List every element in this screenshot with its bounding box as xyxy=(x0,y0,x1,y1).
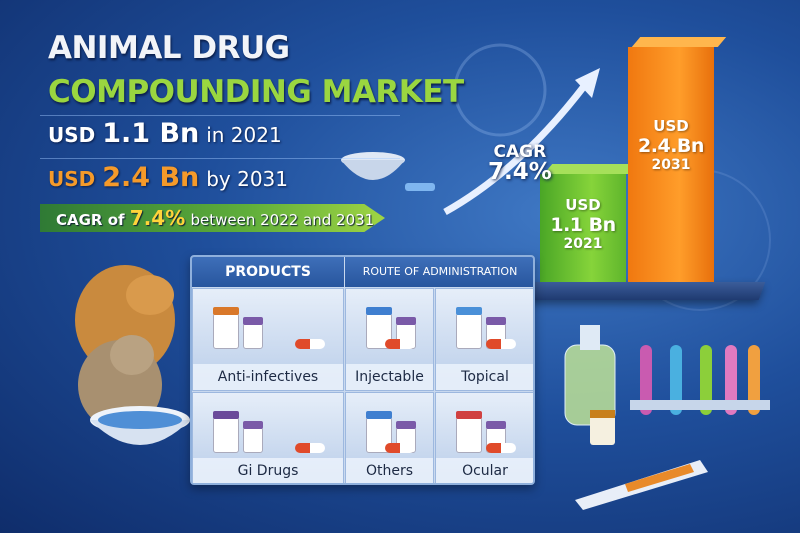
segment-label: Ocular xyxy=(436,458,533,483)
cagr-value: 7.4% xyxy=(129,206,186,230)
segment-topical[interactable]: Topical xyxy=(435,288,533,391)
arrow-head-icon xyxy=(575,68,600,98)
stat-prefix: USD xyxy=(48,123,96,147)
bar-label-value: 1.1 Bn xyxy=(550,214,616,237)
chart-cagr: CAGR 7.4% xyxy=(488,144,552,184)
bar-label-currency: USD xyxy=(653,117,689,135)
vial-icon xyxy=(590,415,615,445)
stat-2021: USD 1.1 Bn in 2021 xyxy=(48,118,282,149)
route-header: ROUTE OF ADMINISTRATION xyxy=(345,257,533,287)
medicine-illustration xyxy=(346,293,433,362)
stat-value: 1.1 Bn xyxy=(102,118,200,149)
cagr-banner: CAGR of 7.4% between 2022 and 2031 xyxy=(40,204,385,232)
segment-gi-drugs[interactable]: Gi Drugs xyxy=(192,392,344,483)
segment-injectable[interactable]: Injectable xyxy=(345,288,434,391)
medicine-illustration xyxy=(193,293,343,362)
stat-value: 2.4 Bn xyxy=(102,162,200,193)
products-header: PRODUCTS xyxy=(192,257,344,287)
bar-2021: USD 1.1 Bn 2021 xyxy=(540,164,639,282)
cagr-prefix: CAGR of xyxy=(56,211,125,229)
bar-label-year: 2021 xyxy=(563,236,603,253)
growth-arrow xyxy=(443,82,588,216)
title-line-1: ANIMAL DRUG xyxy=(48,30,290,66)
stat-suffix: by 2031 xyxy=(206,167,289,191)
segment-label: Anti-infectives xyxy=(193,364,343,390)
bar-label-currency: USD xyxy=(565,196,601,215)
stat-2031: USD 2.4 Bn by 2031 xyxy=(48,162,288,193)
bar-label-value: 2.4.Bn xyxy=(638,135,704,157)
medicine-illustration xyxy=(436,397,533,456)
bar-label-year: 2031 xyxy=(651,157,691,173)
segment-label: Topical xyxy=(436,364,533,390)
medicine-illustration xyxy=(346,397,433,456)
segment-others[interactable]: Others xyxy=(345,392,434,483)
cagr-suffix: between 2022 and 2031 xyxy=(190,211,375,229)
stat-suffix: in 2021 xyxy=(206,123,282,147)
chart-platform xyxy=(526,282,766,300)
medicine-illustration xyxy=(193,397,343,456)
segment-ocular[interactable]: Ocular xyxy=(435,392,533,483)
bar-2031: USD 2.4.Bn 2031 xyxy=(628,37,727,282)
stat-prefix: USD xyxy=(48,167,96,191)
title-line-2: COMPOUNDING MARKET xyxy=(48,74,464,110)
test-tubes-icon xyxy=(630,345,770,415)
segment-label: Gi Drugs xyxy=(193,458,343,483)
segment-anti-infectives[interactable]: Anti-infectives xyxy=(192,288,344,391)
segment-label: Injectable xyxy=(346,364,433,390)
segments-panel: PRODUCTS ROUTE OF ADMINISTRATION Anti-in… xyxy=(190,255,535,485)
chart-cagr-label: CAGR xyxy=(493,142,547,162)
segment-label: Others xyxy=(346,458,433,483)
medicine-illustration xyxy=(436,293,533,362)
chart-cagr-value: 7.4% xyxy=(488,159,552,185)
